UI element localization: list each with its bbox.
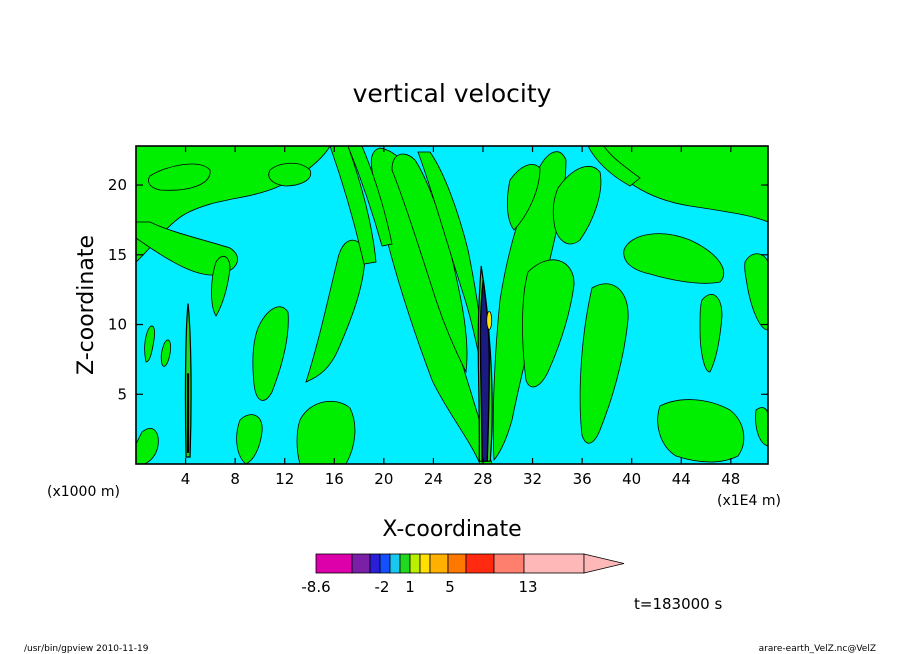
contour-region (744, 253, 768, 331)
core-maximum (486, 310, 493, 330)
footer-left: /usr/bin/gpview 2010-11-19 (24, 644, 149, 654)
x-tick-label: 28 (473, 470, 492, 488)
contour-region (236, 414, 263, 464)
x-axis-label: X-coordinate (382, 517, 521, 542)
colorbar-swatch (447, 553, 467, 574)
x-tick-label: 20 (374, 470, 393, 488)
footer-right: arare-earth_VelZ.nc@VelZ (759, 644, 876, 654)
contour-region (587, 146, 641, 187)
contour-region (211, 255, 231, 317)
contour-region (144, 325, 155, 363)
colorbar-label: 13 (518, 578, 537, 596)
y-axis-label: Z-coordinate (74, 235, 99, 375)
updraft-cores (184, 265, 493, 462)
y-tick-label: 5 (117, 385, 127, 403)
contour-region (329, 146, 377, 265)
x-unit-right: (x1E4 m) (717, 493, 781, 509)
x-tick-label: 4 (181, 470, 191, 488)
contour-region (370, 147, 493, 464)
colorbar-swatch (419, 553, 431, 574)
colorbar-label: 5 (445, 578, 455, 596)
x-tick-label: 16 (325, 470, 344, 488)
contour-region (252, 306, 289, 401)
contour-region (623, 233, 725, 284)
contour-region (755, 407, 768, 447)
colorbar-swatch (399, 553, 411, 574)
contour-region (160, 339, 171, 367)
colorbar-swatch (493, 553, 525, 574)
colorbar-swatch (523, 553, 585, 574)
contour-region (579, 283, 629, 444)
x-tick-label: 48 (721, 470, 740, 488)
colorbar-swatch (429, 553, 449, 574)
colorbar-swatch (315, 553, 353, 574)
colorbar-swatch (409, 553, 421, 574)
contour-region (657, 399, 745, 463)
contour-region (347, 146, 393, 247)
x-tick-label: 32 (523, 470, 542, 488)
y-tick-label: 15 (108, 246, 127, 264)
x-tick-label: 36 (573, 470, 592, 488)
colorbar-swatch (465, 553, 495, 574)
colorbar-extension (583, 553, 625, 574)
plot-area (136, 146, 768, 464)
colorbar-labels: -8.6 -2 1 5 13 (301, 578, 537, 596)
contour-region (136, 428, 159, 464)
x-axis: 4 8 12 16 20 24 28 32 36 40 44 48 (181, 146, 740, 488)
updraft-core (477, 265, 493, 462)
contour-region (391, 153, 468, 374)
contour-region (522, 259, 575, 388)
colorbar-swatch (351, 553, 371, 574)
contour-region (506, 164, 541, 231)
plot-frame (135, 145, 769, 465)
colorbar-swatch (379, 553, 391, 574)
x-tick-label: 12 (275, 470, 294, 488)
contour-region (552, 166, 602, 245)
contour-region (296, 400, 356, 464)
x-tick-label: 8 (230, 470, 240, 488)
weak-updraft-column (184, 303, 192, 458)
colorbar-label: 1 (405, 578, 415, 596)
contour-region (148, 163, 211, 191)
colorbar-label: -8.6 (301, 578, 330, 596)
time-label: t=183000 s (634, 595, 722, 613)
contour-region (268, 162, 312, 187)
colorbar-label: -2 (375, 578, 390, 596)
contour-region (699, 294, 723, 373)
contour-region (136, 221, 238, 276)
colorbar-swatch (389, 553, 401, 574)
x-unit-left: (x1000 m) (47, 484, 120, 500)
positive-velocity-regions (136, 146, 768, 464)
chart-title: vertical velocity (353, 79, 552, 108)
y-axis: 5 10 15 20 (108, 176, 768, 403)
y-tick-label: 10 (108, 316, 127, 334)
x-tick-label: 40 (622, 470, 641, 488)
x-tick-label: 44 (672, 470, 691, 488)
y-tick-label: 20 (108, 176, 127, 194)
colorbar (315, 553, 625, 574)
colorbar-swatch (369, 553, 381, 574)
x-tick-label: 24 (424, 470, 443, 488)
